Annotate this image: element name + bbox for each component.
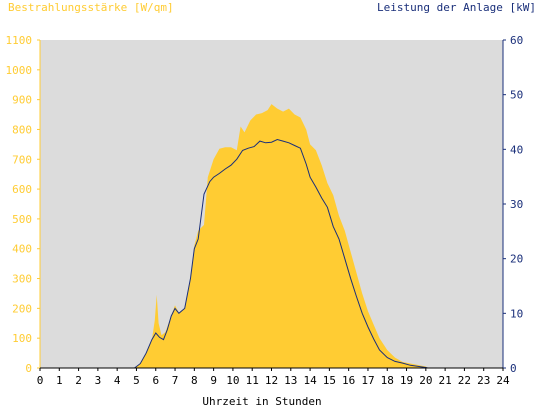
- left-tick-label: 1000: [6, 64, 33, 77]
- right-tick-label: 40: [510, 143, 523, 156]
- left-tick-label: 500: [12, 213, 32, 226]
- right-tick-label: 50: [510, 89, 523, 102]
- right-tick-label: 30: [510, 198, 523, 211]
- right-tick-label: 10: [510, 307, 523, 320]
- x-tick-label: 13: [284, 374, 297, 387]
- left-tick-label: 0: [25, 362, 32, 375]
- x-tick-label: 22: [458, 374, 471, 387]
- x-tick-label: 10: [226, 374, 239, 387]
- x-tick-label: 1: [56, 374, 63, 387]
- left-tick-label: 100: [12, 332, 32, 345]
- x-tick-label: 9: [210, 374, 217, 387]
- x-tick-label: 17: [361, 374, 374, 387]
- x-tick-label: 24: [496, 374, 510, 387]
- x-tick-label: 8: [191, 374, 198, 387]
- right-tick-label: 0: [510, 362, 517, 375]
- series-power-line: [40, 138, 503, 369]
- x-tick-label: 21: [439, 374, 452, 387]
- x-axis-title: Uhrzeit in Stunden: [202, 395, 321, 408]
- x-tick-label: 7: [172, 374, 179, 387]
- x-tick-label: 14: [303, 374, 317, 387]
- left-tick-label: 600: [12, 183, 32, 196]
- x-tick-label: 15: [323, 374, 336, 387]
- left-axis-title: Bestrahlungsstärke [W/qm]: [8, 1, 174, 14]
- x-tick-label: 3: [95, 374, 102, 387]
- left-tick-label: 700: [12, 153, 32, 166]
- x-tick-label: 19: [400, 374, 413, 387]
- left-tick-label: 200: [12, 302, 32, 315]
- x-tick-label: 12: [265, 374, 278, 387]
- x-tick-label: 4: [114, 374, 121, 387]
- left-tick-label: 800: [12, 123, 32, 136]
- x-tick-label: 0: [37, 374, 44, 387]
- right-tick-label: 20: [510, 253, 523, 266]
- x-tick-label: 20: [419, 374, 432, 387]
- x-tick-label: 6: [152, 374, 159, 387]
- x-tick-label: 11: [246, 374, 259, 387]
- right-axis-title: Leistung der Anlage [kW]: [377, 1, 536, 14]
- x-tick-label: 5: [133, 374, 140, 387]
- left-tick-label: 900: [12, 94, 32, 107]
- right-tick-label: 60: [510, 34, 523, 47]
- x-tick-label: 18: [381, 374, 394, 387]
- x-tick-label: 16: [342, 374, 355, 387]
- series-irradiance-area: [40, 104, 503, 368]
- x-tick-label: 2: [75, 374, 82, 387]
- left-tick-label: 300: [12, 273, 32, 286]
- x-tick-label: 23: [477, 374, 490, 387]
- left-tick-label: 1100: [6, 34, 33, 47]
- left-tick-label: 400: [12, 243, 32, 256]
